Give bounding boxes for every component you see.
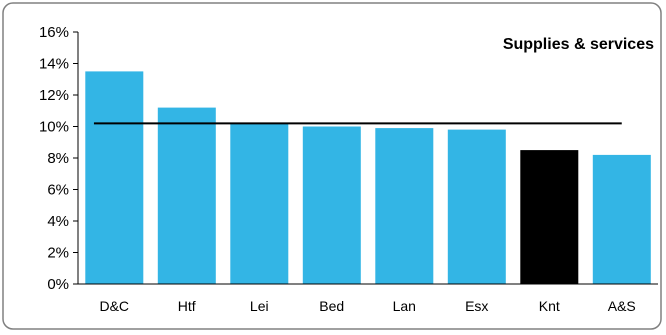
bar-bed bbox=[302, 126, 361, 284]
bar-chart: 0% 2% 4% 6% 8% 10% 12% 14% 16% D&C Htf Lei Bed Lan Es… bbox=[2, 2, 662, 330]
bar-lei bbox=[230, 123, 289, 285]
bar-knt bbox=[520, 150, 579, 284]
x-category-label: Knt bbox=[539, 298, 560, 314]
bars-layer bbox=[85, 71, 651, 285]
bar-lan bbox=[375, 128, 434, 284]
chart-frame: 0% 2% 4% 6% 8% 10% 12% 14% 16% D&C Htf Lei Bed Lan Es… bbox=[2, 2, 662, 330]
bar-esx bbox=[447, 129, 506, 284]
y-tick-label: 0% bbox=[47, 276, 69, 293]
x-category-label: Lan bbox=[393, 298, 416, 314]
bar-dc bbox=[85, 71, 144, 285]
y-tick-label: 10% bbox=[39, 119, 69, 136]
x-category-label: Bed bbox=[319, 298, 344, 314]
y-tick-label: 12% bbox=[39, 87, 69, 104]
y-tick-label: 16% bbox=[39, 24, 69, 41]
y-ticks-layer: 0% 2% 4% 6% 8% 10% 12% 14% 16% bbox=[39, 24, 78, 293]
x-categories-layer: D&C Htf Lei Bed Lan Esx Knt A&S bbox=[99, 298, 635, 314]
y-tick-label: 2% bbox=[47, 245, 69, 262]
y-tick-label: 4% bbox=[47, 213, 69, 230]
bar-htf bbox=[157, 107, 216, 284]
y-tick-label: 14% bbox=[39, 56, 69, 73]
x-category-label: D&C bbox=[99, 298, 129, 314]
y-tick-label: 8% bbox=[47, 150, 69, 167]
x-category-label: A&S bbox=[608, 298, 636, 314]
chart-title: Supplies & services bbox=[503, 36, 654, 53]
x-category-label: Lei bbox=[250, 298, 269, 314]
x-category-label: Htf bbox=[178, 298, 196, 314]
x-category-label: Esx bbox=[465, 298, 488, 314]
bar-as bbox=[592, 154, 651, 284]
y-tick-label: 6% bbox=[47, 182, 69, 199]
